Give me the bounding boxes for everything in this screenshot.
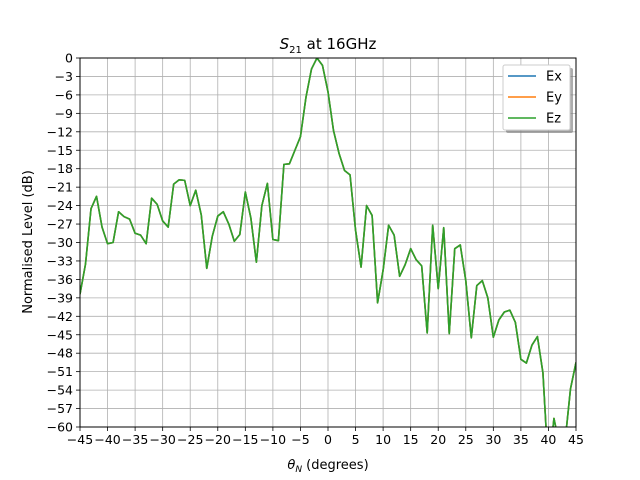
x-tick-label: 10 xyxy=(375,432,391,447)
axis-ticks: −45 −40 −35 −30 −25 −20 −15 −10 −5 0 5 10 15 20 25 30 35… xyxy=(47,51,584,448)
legend: Ex Ey Ez xyxy=(502,64,573,133)
y-tick-label: −18 xyxy=(47,161,73,176)
x-tick-label: −45 xyxy=(67,432,93,447)
x-tick-label: 0 xyxy=(324,432,332,447)
y-tick-label: −30 xyxy=(47,235,73,250)
x-tick-label: −10 xyxy=(260,432,286,447)
x-tick-label: −30 xyxy=(149,432,175,447)
legend-box xyxy=(502,64,571,131)
x-tick-label: 5 xyxy=(352,432,360,447)
y-tick-label: −45 xyxy=(47,327,73,342)
x-tick-label: −15 xyxy=(232,432,258,447)
x-tick-label: −20 xyxy=(205,432,231,447)
y-tick-label: −36 xyxy=(47,272,73,287)
y-axis-label: Normalised Level (dB) xyxy=(21,170,36,314)
x-tick-label: −35 xyxy=(122,432,148,447)
legend-label-ey: Ey xyxy=(546,91,562,106)
y-tick-label: −3 xyxy=(55,69,73,84)
grid-lines xyxy=(79,57,577,428)
y-tick-label: −42 xyxy=(47,309,73,324)
x-tick-label: −5 xyxy=(291,432,309,447)
legend-label-ez: Ez xyxy=(546,112,561,127)
x-tick-label: −25 xyxy=(177,432,203,447)
x-axis-label: θN (degrees) xyxy=(287,458,368,475)
y-tick-label: −21 xyxy=(47,180,73,195)
y-tick-label: −39 xyxy=(47,290,73,305)
y-tick-label: −12 xyxy=(47,124,73,139)
y-tick-label: −51 xyxy=(47,364,73,379)
y-tick-label: −60 xyxy=(47,420,73,435)
legend-label-ex: Ex xyxy=(546,70,562,85)
x-tick-label: 25 xyxy=(458,432,474,447)
x-tick-label: −40 xyxy=(94,432,120,447)
y-tick-label: −27 xyxy=(47,217,73,232)
x-tick-label: 35 xyxy=(513,432,529,447)
y-tick-label: −15 xyxy=(47,143,73,158)
y-tick-label: −57 xyxy=(47,401,73,416)
x-tick-label: 15 xyxy=(403,432,419,447)
y-tick-label: −48 xyxy=(47,346,73,361)
y-tick-label: −33 xyxy=(47,253,73,268)
x-tick-label: 45 xyxy=(568,432,584,447)
y-tick-label: −9 xyxy=(55,106,73,121)
y-tick-label: −54 xyxy=(47,383,73,398)
x-tick-label: 20 xyxy=(430,432,446,447)
series-line-ez xyxy=(80,58,576,427)
series-layer xyxy=(80,58,576,427)
x-tick-label: 30 xyxy=(485,432,501,447)
chart-title: S21 at 16GHz xyxy=(280,35,377,56)
y-tick-label: −24 xyxy=(47,198,73,213)
y-tick-label: −6 xyxy=(55,87,73,102)
y-tick-label: 0 xyxy=(65,51,73,66)
x-tick-label: 40 xyxy=(540,432,556,447)
